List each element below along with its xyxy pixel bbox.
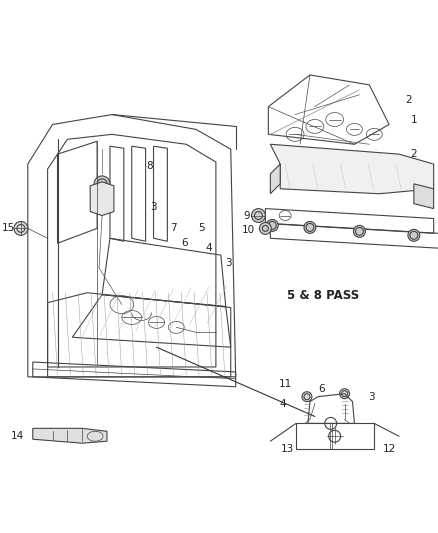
Circle shape: [14, 222, 28, 236]
Text: 4: 4: [279, 399, 286, 409]
Circle shape: [251, 208, 265, 222]
Text: 6: 6: [318, 384, 325, 394]
Circle shape: [303, 222, 315, 233]
Circle shape: [259, 222, 271, 235]
Text: 13: 13: [280, 444, 293, 454]
Polygon shape: [270, 164, 279, 194]
Circle shape: [301, 392, 311, 401]
Text: 10: 10: [241, 225, 254, 236]
Text: 2: 2: [410, 149, 416, 159]
Text: 3: 3: [150, 201, 156, 212]
Text: 8: 8: [146, 161, 152, 171]
Text: 6: 6: [180, 238, 187, 248]
Text: 4: 4: [205, 243, 212, 253]
Polygon shape: [413, 184, 433, 208]
Circle shape: [339, 389, 349, 399]
Text: 9: 9: [243, 211, 249, 221]
Text: 11: 11: [278, 379, 291, 389]
Text: 3: 3: [225, 258, 232, 268]
Text: 3: 3: [367, 392, 374, 402]
Polygon shape: [270, 144, 433, 194]
Text: 5 & 8 PASS: 5 & 8 PASS: [286, 289, 358, 302]
Circle shape: [353, 225, 364, 237]
Text: 15: 15: [1, 223, 14, 233]
Text: 12: 12: [381, 444, 395, 454]
Polygon shape: [90, 182, 114, 215]
Circle shape: [266, 220, 278, 231]
Text: 7: 7: [170, 223, 176, 233]
Text: 2: 2: [405, 95, 411, 104]
Circle shape: [94, 176, 110, 192]
Text: 1: 1: [410, 115, 416, 125]
Text: 14: 14: [11, 431, 25, 441]
Circle shape: [407, 229, 419, 241]
Polygon shape: [33, 429, 107, 443]
Text: 5: 5: [197, 223, 204, 233]
